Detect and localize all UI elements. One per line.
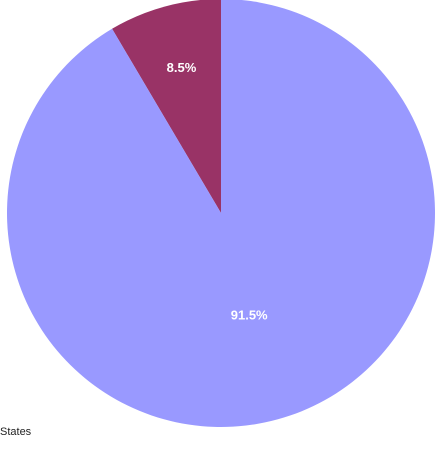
- pie-labels: 8.5% 91.5%: [167, 60, 268, 323]
- pie-slices: [7, 0, 435, 427]
- legend-label: States: [0, 426, 32, 438]
- pie-slice-label-2: 91.5%: [231, 308, 268, 323]
- pie-slice-1: [112, 0, 221, 213]
- pie-slice-2: [7, 0, 435, 427]
- pie-slice-label-1: 8.5%: [167, 60, 197, 75]
